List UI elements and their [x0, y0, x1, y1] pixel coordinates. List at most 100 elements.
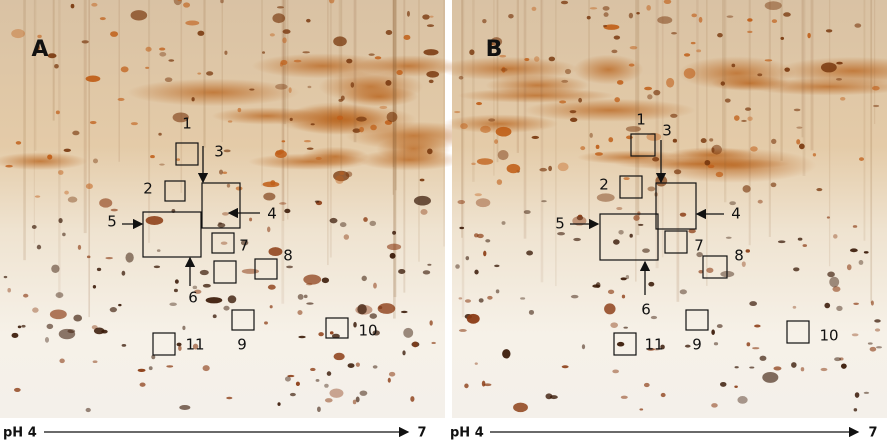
gel-spot: [212, 314, 217, 319]
gel-spot: [303, 140, 312, 143]
gel-spot: [643, 382, 650, 388]
gel-spot: [54, 63, 59, 69]
gel-spot: [191, 97, 195, 102]
gel-streak: [33, 0, 35, 244]
gel-spot: [422, 270, 431, 275]
gel-spot: [531, 135, 540, 139]
gel-spot: [746, 342, 751, 347]
gel-spot: [475, 198, 491, 208]
gel-streak: [353, 0, 357, 143]
gel-spot: [15, 141, 22, 145]
gel-spot: [413, 195, 431, 206]
gel-streak: [88, 0, 91, 318]
gel-spot: [249, 88, 255, 91]
gel-spot: [500, 67, 508, 72]
gel-spot: [586, 15, 591, 20]
gel-spot: [836, 305, 843, 311]
spot-box: [201, 182, 241, 229]
gel-spot: [688, 228, 696, 234]
gel-spot: [747, 30, 753, 33]
gel-streak: [287, 0, 289, 220]
gel-spot: [719, 381, 727, 387]
gel-spot: [734, 366, 739, 369]
gel-spot: [328, 0, 335, 4]
gel-spot: [339, 222, 347, 228]
gel-spot: [86, 255, 91, 259]
gel-spot: [173, 288, 178, 293]
gel-streak: [636, 0, 640, 236]
gel-spot: [636, 11, 640, 15]
gel-spot: [793, 108, 801, 112]
gel-spot: [423, 49, 439, 56]
gel-spot: [672, 138, 678, 143]
gel-spot: [616, 206, 623, 211]
gel-spot: [402, 350, 406, 356]
gel-spot: [427, 148, 433, 155]
gel-spot: [333, 352, 345, 361]
gel-spot: [874, 328, 881, 332]
gel-smear: [0, 152, 88, 171]
gel-streak: [392, 0, 395, 167]
gel-spot: [812, 153, 817, 157]
gel-spot: [310, 123, 315, 126]
gel-spot: [549, 395, 558, 400]
gel-spot: [711, 144, 723, 155]
gel-spot: [153, 265, 161, 269]
gel-spot: [363, 217, 368, 222]
gel-spot: [476, 158, 494, 165]
gel-spot: [145, 215, 164, 225]
gel-spot: [99, 17, 106, 21]
gel-spot: [508, 13, 514, 19]
gel-spot: [249, 217, 253, 222]
gel-spot: [185, 20, 200, 26]
gel-spot: [832, 286, 841, 292]
gel-spot: [589, 7, 598, 10]
gel-spot: [539, 167, 548, 172]
spot-box: [254, 258, 278, 280]
gel-spot: [454, 110, 461, 114]
gel-spot: [326, 371, 332, 376]
gel-spot: [315, 379, 320, 382]
gel-spot: [429, 320, 433, 326]
gel-streak: [327, 0, 329, 266]
gel-spot: [429, 15, 434, 18]
gel-spot: [179, 404, 191, 410]
gel-spot: [749, 366, 755, 369]
gel-spot: [796, 139, 801, 145]
spot-number: 10: [819, 327, 838, 345]
gel-spot: [711, 147, 715, 153]
gel-streak: [118, 0, 120, 162]
gel-spot: [741, 261, 746, 267]
gel-spot: [159, 51, 167, 57]
gel-smear: [666, 147, 757, 163]
gel-spot: [431, 341, 436, 345]
gel-spot: [501, 221, 506, 225]
gel-spot: [297, 310, 303, 315]
gel-spot: [333, 170, 350, 182]
gel-spot: [836, 77, 842, 81]
gel-streak: [676, 0, 680, 302]
gel-spot: [284, 208, 291, 214]
gel-spot: [621, 294, 626, 299]
gel-spot: [487, 295, 493, 300]
gel-spot: [353, 321, 357, 328]
gel-spot: [85, 407, 91, 413]
gel-spot: [459, 226, 465, 230]
gel-spot: [612, 369, 619, 374]
gel-spot: [315, 156, 322, 160]
gel-streak: [655, 0, 659, 269]
gel-spot: [496, 179, 503, 185]
gel-spot: [846, 264, 852, 271]
gel-spot: [581, 344, 586, 350]
gel-spot: [679, 212, 687, 217]
gel-spot: [604, 303, 616, 315]
gel-spot: [419, 178, 425, 182]
gel-spot: [471, 162, 476, 165]
gel-spot: [289, 392, 296, 397]
gel-streak: [58, 0, 61, 299]
gel-spot: [324, 398, 333, 403]
gel-spot: [608, 137, 614, 143]
gel-spot: [202, 283, 211, 288]
gel-streak: [203, 0, 206, 148]
gel-spot: [770, 182, 777, 188]
